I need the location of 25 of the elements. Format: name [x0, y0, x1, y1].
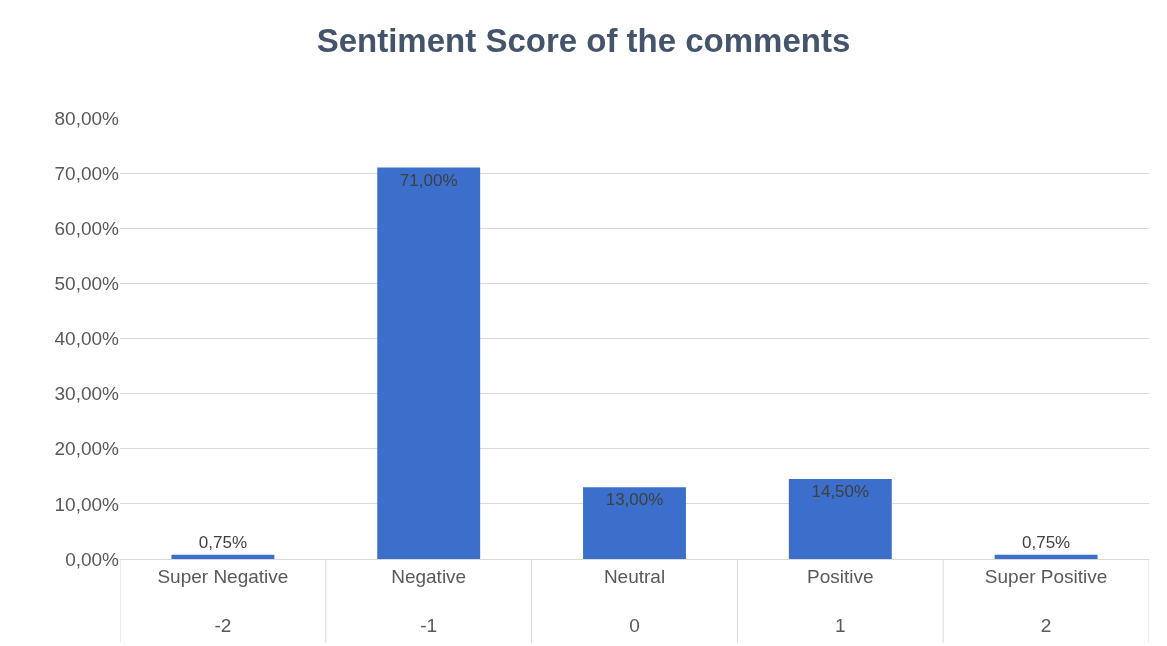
y-tick-label: 70,00%: [54, 162, 120, 184]
bar: [583, 487, 686, 559]
y-tick-label: 30,00%: [54, 383, 120, 405]
category-label: Super Positive 2: [984, 565, 1108, 637]
data-label: 71,00%: [399, 170, 458, 190]
y-tick-label: 50,00%: [54, 273, 120, 295]
y-tick-label: 0,00%: [65, 548, 120, 570]
bar: [171, 554, 275, 559]
category-label: Neutral 0: [603, 565, 666, 637]
category-label: Negative -1: [391, 565, 467, 637]
bar: [788, 479, 892, 559]
chart-title: Sentiment Score of the comments: [316, 22, 851, 60]
y-tick-label: 60,00%: [54, 217, 120, 239]
y-tick-label: 20,00%: [54, 438, 120, 460]
category-label: Super Negative -2: [157, 565, 289, 637]
bar: [377, 167, 481, 559]
y-tick-label: 80,00%: [54, 107, 120, 129]
data-label: 14,50%: [811, 482, 870, 502]
data-label: 13,00%: [605, 490, 664, 510]
bar: [994, 554, 1098, 559]
y-tick-label: 40,00%: [54, 328, 120, 350]
data-label: 0,75%: [1022, 532, 1071, 552]
category-label: Positive 1: [807, 565, 874, 637]
data-label: 0,75%: [198, 532, 247, 552]
y-tick-label: 10,00%: [54, 493, 120, 515]
